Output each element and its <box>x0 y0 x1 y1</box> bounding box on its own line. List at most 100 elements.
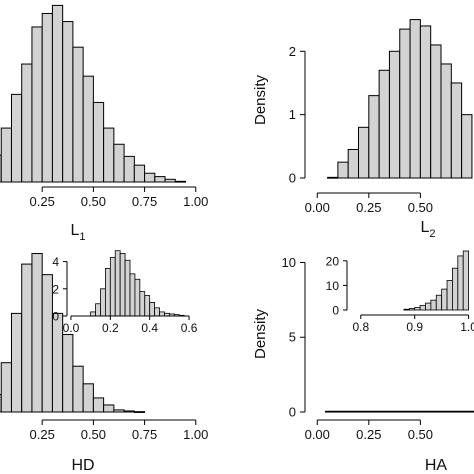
x-axis-label: L2 <box>420 219 435 240</box>
x-tick-label: 1.0 <box>460 320 474 334</box>
histogram-bar <box>414 307 421 311</box>
histogram-bar <box>446 280 453 311</box>
histogram-bar <box>0 362 12 413</box>
histogram-bar <box>41 274 53 413</box>
histogram-bar <box>408 308 416 311</box>
panel-ha: 0.00 0.25 0.50 0 5 10 Density HA <box>252 255 474 474</box>
y-tick-label: 20 <box>326 254 340 268</box>
y-tick-label: 5 <box>289 330 296 345</box>
y-tick-label: 10 <box>326 279 340 293</box>
histogram-bar <box>92 397 105 413</box>
histogram-bar <box>388 50 401 179</box>
x-tick-label: 0.25 <box>356 200 381 215</box>
histogram-bar <box>430 299 437 311</box>
histogram-bar <box>461 114 473 179</box>
histogram-bar <box>82 75 94 183</box>
histogram-bar <box>90 311 96 317</box>
histogram-bar <box>325 410 474 413</box>
histogram-bar <box>133 164 146 183</box>
histogram-bar <box>440 63 452 179</box>
x-tick-label: 1.00 <box>183 427 208 442</box>
histogram-bar <box>430 44 442 179</box>
histogram-bar <box>104 267 111 317</box>
histogram-bar <box>154 307 160 317</box>
y-tick-label: 4 <box>52 255 59 269</box>
histogram-bar <box>435 294 443 311</box>
histogram-bar <box>409 19 421 179</box>
histogram-bar <box>358 126 370 179</box>
x-axis-label-main: L <box>420 219 429 236</box>
histogram-bar <box>347 148 359 179</box>
x-tick-label: 0.50 <box>81 194 106 209</box>
histogram-bar <box>51 312 64 413</box>
histogram-bar <box>419 25 432 179</box>
histogram-bar <box>144 172 156 183</box>
x-axis-label: L1 <box>70 222 85 243</box>
x-axis-label-subscript: 1 <box>79 231 85 243</box>
histogram-bar <box>21 63 33 183</box>
x-tick-label: 0.6 <box>181 321 198 335</box>
x-tick-label: 0.9 <box>406 320 423 334</box>
histogram-bar <box>124 259 131 317</box>
histogram-bar <box>174 180 187 183</box>
histogram-bar <box>144 295 151 317</box>
y-tick-label: 1 <box>289 107 296 122</box>
histogram-bar <box>133 411 146 413</box>
histogram-bar <box>378 69 390 179</box>
histogram-bar <box>92 101 105 183</box>
histogram-bar <box>123 155 135 183</box>
histogram-bar <box>72 365 84 413</box>
histogram-bar <box>103 127 115 183</box>
histogram-bar <box>82 383 94 413</box>
histogram-bar <box>31 26 43 183</box>
x-tick-label: 0.50 <box>81 427 106 442</box>
histogram-bar <box>113 409 125 413</box>
x-tick-label: 0.00 <box>305 200 330 215</box>
x-axis-label-main: HD <box>71 457 94 474</box>
histogram-bar <box>41 12 53 183</box>
x-axis-label-main: HA <box>425 457 448 474</box>
x-tick-label: 0.00 <box>305 427 330 442</box>
histogram-bar <box>164 178 176 183</box>
histogram-bar <box>139 291 146 317</box>
histogram-bar <box>0 127 12 183</box>
histogram-bar <box>337 161 349 179</box>
x-tick-label: 0.75 <box>132 194 157 209</box>
x-tick-label: 0.50 <box>408 427 433 442</box>
histogram-bar <box>368 95 380 179</box>
x-tick-label: 0.50 <box>408 200 433 215</box>
histogram-bar <box>425 302 432 311</box>
x-axis-label-main: L <box>70 222 79 239</box>
histogram-bar <box>113 143 125 183</box>
histogram-bar <box>441 288 448 311</box>
x-axis-label: HD <box>71 457 94 474</box>
histogram-bar <box>114 250 121 317</box>
histogram-bar <box>149 301 156 317</box>
x-tick-label: 0.8 <box>352 320 369 334</box>
histogram-bar <box>72 46 84 183</box>
x-tick-label: 0.25 <box>30 194 55 209</box>
histogram-bar <box>10 312 23 413</box>
y-tick-label: 0 <box>289 171 296 186</box>
histogram-bar <box>452 267 459 311</box>
panel-ha-inset: 0.8 0.9 1.0 0 10 20 <box>326 250 474 334</box>
panel-l1: 0.25 0.50 0.75 1.00 L1 <box>0 4 208 243</box>
histogram-bar <box>327 176 339 179</box>
x-tick-label: 1.00 <box>183 194 208 209</box>
x-tick-label: 0.25 <box>30 427 55 442</box>
x-tick-label: 0.2 <box>102 321 119 335</box>
x-tick-label: 0.25 <box>356 427 381 442</box>
histogram-bar <box>21 263 33 413</box>
histogram-bar <box>62 334 74 413</box>
y-tick-label: 2 <box>289 44 296 59</box>
y-axis-label: Density <box>252 74 269 125</box>
panel-hd-inset: 0.0 0.2 0.4 0.6 0 2 4 <box>52 250 198 335</box>
y-tick-label: 0 <box>332 304 339 318</box>
histogram-bar <box>123 410 135 413</box>
histogram-bar <box>399 28 411 179</box>
x-tick-label: 0.75 <box>132 427 157 442</box>
panel-l2: 0.00 0.25 0.50 0 1 2 Density L2 <box>252 19 473 240</box>
x-tick-label: 0.4 <box>141 321 158 335</box>
histogram-bar <box>103 404 115 413</box>
histogram-bar <box>100 288 106 317</box>
